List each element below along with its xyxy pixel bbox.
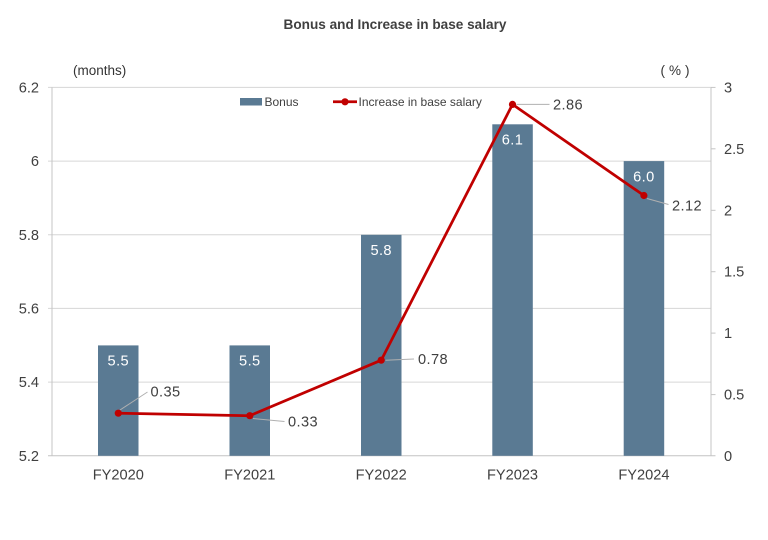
svg-text:5.6: 5.6 (19, 301, 39, 317)
svg-text:Increase in base salary: Increase in base salary (359, 95, 482, 109)
svg-text:0.5: 0.5 (724, 388, 744, 404)
svg-text:5.8: 5.8 (19, 228, 39, 244)
svg-text:6.1: 6.1 (502, 133, 524, 149)
svg-text:5.5: 5.5 (239, 354, 261, 370)
svg-text:1.5: 1.5 (724, 265, 744, 281)
svg-text:2: 2 (724, 203, 732, 219)
svg-text:0.78: 0.78 (418, 352, 448, 368)
svg-text:0: 0 (724, 449, 732, 465)
svg-text:FY2022: FY2022 (356, 468, 407, 484)
svg-text:2.5: 2.5 (724, 142, 744, 158)
svg-text:1: 1 (724, 326, 732, 342)
svg-text:5.4: 5.4 (19, 375, 39, 391)
svg-text:6.0: 6.0 (633, 169, 655, 185)
svg-text:0.33: 0.33 (288, 415, 318, 431)
svg-text:5.5: 5.5 (108, 354, 130, 370)
svg-text:FY2020: FY2020 (93, 468, 144, 484)
svg-text:(months): (months) (73, 63, 126, 78)
svg-text:2.86: 2.86 (553, 97, 583, 113)
svg-text:3: 3 (724, 80, 732, 96)
svg-text:FY2021: FY2021 (224, 468, 275, 484)
svg-text:0.35: 0.35 (151, 385, 181, 401)
svg-text:6: 6 (31, 154, 39, 170)
svg-text:FY2024: FY2024 (618, 468, 669, 484)
svg-text:5.8: 5.8 (370, 243, 392, 259)
svg-text:Bonus and Increase in base sal: Bonus and Increase in base salary (284, 17, 507, 32)
svg-text:2.12: 2.12 (672, 198, 702, 214)
svg-text:FY2023: FY2023 (487, 468, 538, 484)
svg-text:6.2: 6.2 (19, 80, 39, 96)
svg-text:(%): (%) (661, 63, 694, 78)
svg-text:Bonus: Bonus (265, 95, 299, 109)
svg-text:5.2: 5.2 (19, 449, 39, 465)
